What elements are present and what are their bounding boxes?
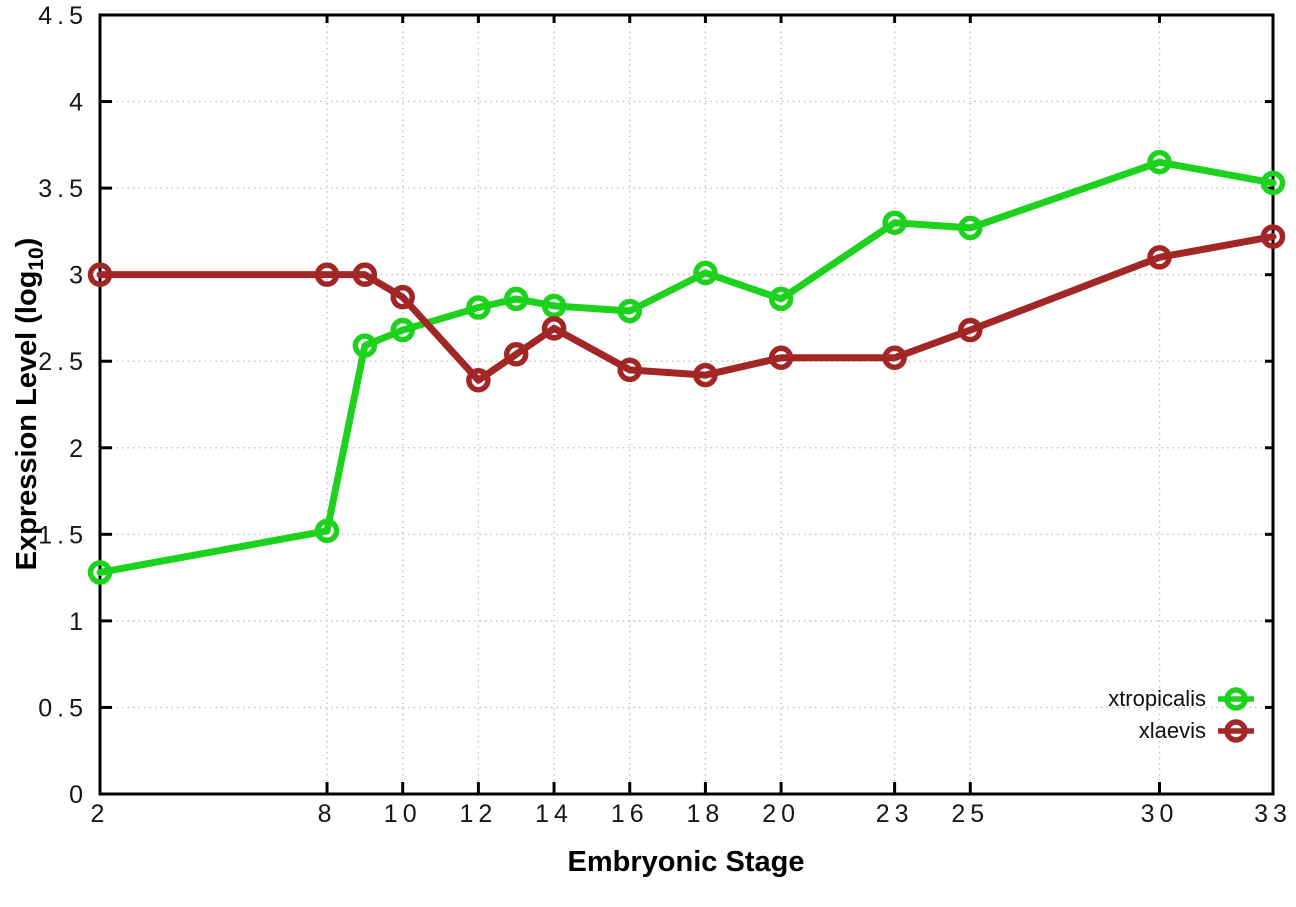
data-point-xlaevis-23: [882, 345, 907, 371]
data-point-xtropicalis-30: [1147, 149, 1172, 175]
data-point-xlaevis-16: [617, 357, 642, 383]
x-tick-label: 12: [459, 800, 497, 828]
y-axis-title-suffix: ): [11, 237, 44, 248]
series-line-xlaevis: [96, 233, 1277, 384]
data-point-xtropicalis-14: [541, 293, 567, 319]
data-point-xtropicalis-12: [466, 295, 491, 320]
data-point-xlaevis-9: [352, 262, 378, 287]
plot-border: [98, 13, 1275, 796]
data-point-xlaevis-20: [768, 345, 794, 371]
y-axis-title-text: Expression Level (log: [11, 270, 44, 571]
legend-label-xlaevis: xlaevis: [1138, 718, 1206, 743]
data-point-xtropicalis-16: [617, 298, 642, 324]
data-point-xlaevis-30: [1147, 245, 1172, 270]
y-tick-label: 0: [69, 781, 88, 809]
legend-item-xtropicalis: xtropicalis: [1108, 684, 1256, 714]
y-tick-label: 4: [69, 89, 88, 117]
x-tick-label: 18: [687, 800, 725, 828]
data-point-xtropicalis-10: [390, 317, 415, 343]
data-point-xtropicalis-33: [1260, 170, 1286, 196]
x-tick-label: 20: [762, 800, 800, 828]
y-axis-title-subscript: 10: [24, 247, 48, 271]
x-tick-label: 16: [611, 800, 649, 828]
x-tick-label: 25: [951, 800, 989, 828]
x-tick-label: 23: [876, 800, 914, 828]
data-point-xtropicalis-2: [87, 560, 113, 585]
y-tick-label: 2.5: [38, 348, 88, 376]
data-point-xlaevis-13: [503, 342, 529, 367]
data-point-xlaevis-8: [314, 262, 340, 287]
y-tick-label: 1.5: [38, 521, 88, 549]
data-point-xtropicalis-18: [693, 260, 718, 286]
y-tick-label: 3: [69, 262, 88, 290]
data-point-xlaevis-14: [541, 316, 567, 341]
data-point-xlaevis-33: [1260, 224, 1286, 249]
x-tick-label: 33: [1254, 800, 1292, 828]
x-tick-label: 30: [1141, 800, 1179, 828]
y-tick-label: 1: [69, 608, 88, 636]
data-point-xtropicalis-23: [882, 210, 907, 235]
legend-label-xtropicalis: xtropicalis: [1108, 686, 1206, 711]
x-tick-label: 10: [384, 800, 422, 828]
data-point-xlaevis-25: [958, 317, 983, 343]
data-point-xlaevis-12: [466, 368, 491, 393]
legend-marker-xtropicalis: [1218, 687, 1254, 711]
data-point-xtropicalis-25: [958, 215, 983, 241]
x-tick-label: 14: [535, 800, 573, 828]
legend-item-xlaevis: xlaevis: [1108, 716, 1256, 746]
y-tick-label: 2: [69, 435, 88, 463]
x-tick-label: 8: [318, 800, 337, 828]
x-tick-label: 2: [91, 800, 110, 828]
y-tick-label: 3.5: [38, 175, 88, 203]
data-point-xlaevis-10: [390, 284, 415, 310]
y-tick-label: 4.5: [38, 2, 88, 30]
legend: xtropicalis xlaevis: [1108, 684, 1256, 746]
data-point-xtropicalis-20: [768, 286, 794, 312]
y-tick-label: 0.5: [38, 694, 88, 722]
data-point-xlaevis-18: [693, 362, 718, 388]
x-axis-title: Embryonic Stage: [567, 846, 805, 878]
y-axis-title: Expression Level (log10): [11, 238, 49, 571]
data-point-xtropicalis-13: [503, 286, 529, 312]
series-line-xtropicalis: [96, 158, 1277, 576]
data-point-xtropicalis-9: [352, 333, 378, 358]
data-point-xlaevis-2: [87, 262, 113, 287]
data-point-xtropicalis-8: [314, 518, 340, 544]
legend-marker-xlaevis: [1218, 719, 1254, 743]
